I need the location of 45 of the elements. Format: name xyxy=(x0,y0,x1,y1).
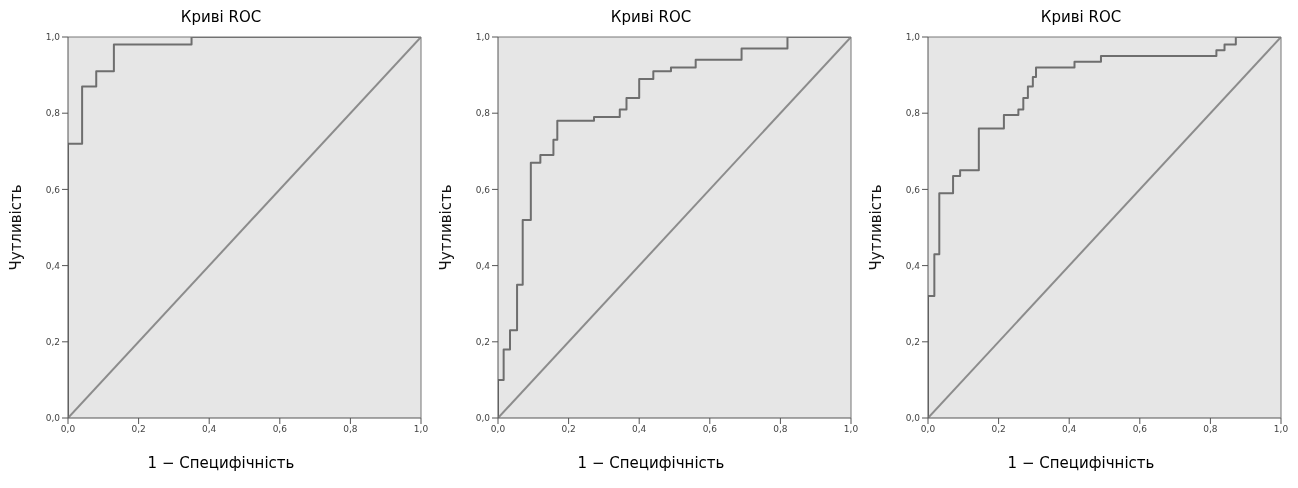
x-tick-label: 0,2 xyxy=(131,424,146,435)
x-tick-label: 0,6 xyxy=(272,424,288,435)
y-tick-label: 0,8 xyxy=(475,108,491,119)
x-axis-title: 1 − Специфічність xyxy=(147,454,295,472)
y-tick-label: 0,2 xyxy=(905,336,920,347)
y-tick-label: 0,0 xyxy=(905,413,921,424)
x-tick-label: 0,2 xyxy=(561,424,576,435)
x-axis-title: 1 − Специфічність xyxy=(1007,454,1155,472)
y-tick-label: 0,0 xyxy=(475,413,491,424)
x-tick-label: 0,0 xyxy=(60,424,76,435)
x-tick-label: 0,6 xyxy=(1132,424,1148,435)
x-tick-label: 0,8 xyxy=(1203,424,1218,435)
y-axis-title: Чутливість xyxy=(437,184,456,271)
y-tick-label: 0,6 xyxy=(905,184,921,195)
x-tick-label: 0,8 xyxy=(343,424,358,435)
x-tick-label: 0,8 xyxy=(773,424,788,435)
y-tick-label: 0,8 xyxy=(45,108,61,119)
y-tick-label: 0,4 xyxy=(905,260,921,271)
x-tick-label: 1,0 xyxy=(1273,424,1289,435)
y-tick-label: 1,0 xyxy=(45,32,61,43)
x-tick-label: 0,0 xyxy=(490,424,506,435)
y-tick-label: 0,2 xyxy=(45,336,60,347)
x-tick-label: 0,6 xyxy=(702,424,718,435)
x-tick-label: 0,4 xyxy=(632,424,647,435)
x-tick-label: 1,0 xyxy=(843,424,859,435)
y-tick-label: 1,0 xyxy=(905,32,921,43)
x-tick-label: 0,4 xyxy=(202,424,217,435)
y-axis-title: Чутливість xyxy=(7,184,26,271)
y-tick-label: 0,6 xyxy=(45,184,61,195)
x-tick-label: 1,0 xyxy=(413,424,429,435)
chart-title: Криві ROC xyxy=(610,8,692,28)
y-axis-title: Чутливість xyxy=(867,184,886,271)
y-tick-label: 0,4 xyxy=(475,260,491,271)
y-tick-label: 0,4 xyxy=(45,260,61,271)
x-tick-label: 0,2 xyxy=(991,424,1006,435)
chart-title: Криві ROC xyxy=(1040,8,1122,28)
y-tick-label: 0,8 xyxy=(905,108,921,119)
y-tick-label: 0,0 xyxy=(45,413,61,424)
y-tick-label: 1,0 xyxy=(475,32,491,43)
y-tick-label: 0,2 xyxy=(475,336,490,347)
x-tick-label: 0,0 xyxy=(920,424,936,435)
x-axis-title: 1 − Специфічність xyxy=(577,454,725,472)
y-tick-label: 0,6 xyxy=(475,184,491,195)
chart-title: Криві ROC xyxy=(180,8,262,28)
x-tick-label: 0,4 xyxy=(1062,424,1077,435)
